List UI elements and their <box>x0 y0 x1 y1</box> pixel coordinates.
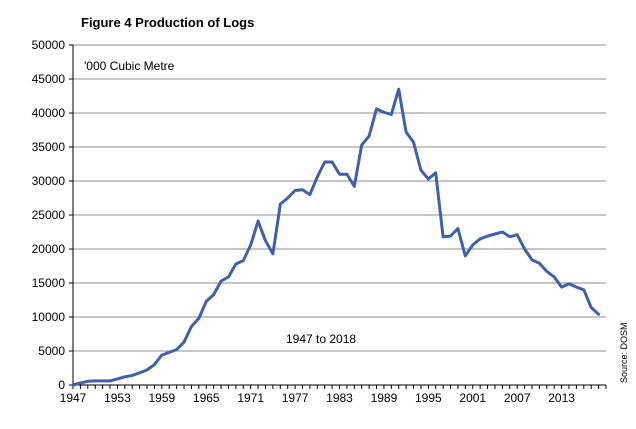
y-tick-label: 45000 <box>32 72 66 86</box>
y-tick-label: 15000 <box>32 276 66 290</box>
x-tick-label: 2007 <box>504 391 531 405</box>
y-tick-label: 35000 <box>32 140 66 154</box>
x-tick-label: 1965 <box>193 391 220 405</box>
unit-label: '000 Cubic Metre <box>84 59 175 73</box>
y-tick-label: 20000 <box>32 242 66 256</box>
y-tick-label: 5000 <box>38 344 65 358</box>
source-note: Source: DOSM <box>619 322 629 383</box>
y-axis-tick-labels: 0 5000 10000 15000 20000 25000 30000 35000 40000… <box>32 38 73 392</box>
x-tick-label: 1977 <box>282 391 309 405</box>
y-tick-label: 25000 <box>32 208 66 222</box>
y-tick-label: 30000 <box>32 174 66 188</box>
x-tick-label: 1995 <box>415 391 442 405</box>
series-line-0 <box>71 87 601 387</box>
series-group <box>71 87 601 387</box>
x-tick-label: 1959 <box>148 391 175 405</box>
y-tick-label: 0 <box>58 378 65 392</box>
x-tick-label: 2001 <box>459 391 486 405</box>
period-annotation: 1947 to 2018 <box>286 332 356 346</box>
x-tick-label: 1983 <box>326 391 353 405</box>
y-tick-label: 50000 <box>32 38 66 52</box>
x-tick-label: 1971 <box>237 391 264 405</box>
x-axis-tick-labels: 1947 1953 1959 1965 1971 1977 1983 1989 1995 2001… <box>60 385 607 405</box>
x-tick-label: 1989 <box>371 391 398 405</box>
chart-title: Figure 4 Production of Logs <box>81 15 254 30</box>
x-tick-label: 1953 <box>104 391 131 405</box>
x-tick-label: 1947 <box>60 391 87 405</box>
y-tick-label: 10000 <box>32 310 66 324</box>
gridlines <box>73 44 606 352</box>
y-tick-label: 40000 <box>32 106 66 120</box>
x-tick-label: 2013 <box>548 391 575 405</box>
